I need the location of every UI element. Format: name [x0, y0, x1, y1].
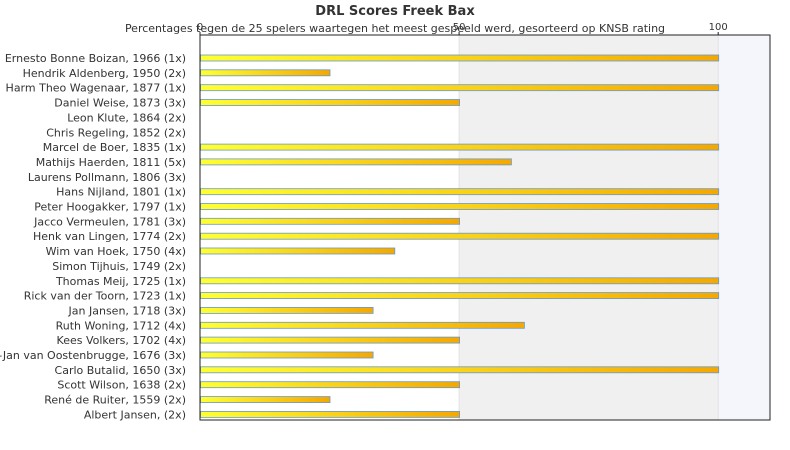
- band-0-50: [200, 35, 460, 420]
- category-label: Scott Wilson, 1638 (2x): [57, 379, 186, 392]
- bar-11: [200, 217, 461, 225]
- category-label: Ernesto Bonne Boizan, 1966 (1x): [5, 52, 186, 65]
- category-label: Hendrik Aldenberg, 1950 (2x): [23, 67, 186, 80]
- x-tick-label: 100: [709, 22, 728, 33]
- bar-9: [200, 188, 720, 196]
- y-axis-labels: Ernesto Bonne Boizan, 1966 (1x) Hendrik A…: [0, 52, 186, 421]
- category-label: Rick van der Toorn, 1723 (1x): [24, 290, 186, 303]
- category-label: Chris Regeling, 1852 (2x): [46, 126, 186, 139]
- band-50-100: [459, 35, 719, 420]
- bar-10: [200, 203, 720, 210]
- plot-border: [199, 34, 771, 421]
- category-label: Harm Theo Wagenaar, 1877 (1x): [6, 82, 186, 95]
- category-label: Daniel Weise, 1873 (3x): [54, 97, 186, 110]
- category-label: Hans Nijland, 1801 (1x): [56, 186, 186, 199]
- category-label: Ruth Woning, 1712 (4x): [56, 319, 186, 332]
- category-label: Simon Tijhuis, 1749 (2x): [52, 260, 186, 273]
- category-label: Laurens Pollmann, 1806 (3x): [28, 171, 186, 184]
- bar-16: [200, 292, 720, 300]
- bar-13: [200, 247, 396, 255]
- plot-background: [200, 35, 770, 420]
- bar-24: [200, 410, 461, 418]
- chart-title: DRL Scores Freek Bax: [315, 4, 475, 19]
- x-tick-label: 0: [197, 22, 203, 33]
- chart-subtitle: Percentages tegen de 25 spelers waartege…: [124, 22, 666, 35]
- category-label: Albert Jansen, (2x): [84, 408, 186, 421]
- bar-22: [200, 381, 461, 389]
- category-label: Wim van Hoek, 1750 (4x): [46, 245, 186, 258]
- x-axis-ticks: 0 50 100: [197, 22, 728, 35]
- bar-3: [200, 99, 461, 106]
- x-tick-label: 50: [453, 22, 466, 33]
- bar-21: [200, 366, 720, 374]
- bar-19: [200, 336, 461, 344]
- plot-frame: [199, 34, 771, 421]
- bar-23: [200, 396, 331, 404]
- category-label: Jacco Vermeulen, 1781 (3x): [33, 215, 186, 228]
- band-100-110: [718, 35, 770, 420]
- bar-2: [200, 84, 720, 92]
- bar-6: [200, 143, 720, 151]
- category-label: Jan Jansen, 1718 (3x): [68, 304, 186, 317]
- bar-15: [200, 277, 720, 285]
- category-label: Henk van Lingen, 1774 (2x): [33, 230, 186, 243]
- bar-7: [200, 158, 512, 166]
- category-label: Mathijs Haerden, 1811 (5x): [36, 156, 186, 169]
- bar-20: [200, 351, 374, 359]
- category-label: Thomas Meij, 1725 (1x): [55, 275, 186, 288]
- category-label: Leon Klute, 1864 (2x): [67, 111, 186, 124]
- bar-1: [200, 69, 331, 77]
- bar-12: [200, 232, 720, 240]
- category-label: Marcel de Boer, 1835 (1x): [43, 141, 186, 154]
- category-label: Gert-Jan van Oostenbrugge, 1676 (3x): [0, 349, 186, 362]
- bar-18: [200, 321, 525, 329]
- category-label: René de Ruiter, 1559 (2x): [44, 394, 186, 407]
- category-label: Carlo Butalid, 1650 (3x): [55, 364, 186, 377]
- category-label: Kees Volkers, 1702 (4x): [57, 334, 186, 347]
- bar-17: [200, 306, 374, 314]
- bar-0: [200, 54, 720, 62]
- category-label: Peter Hoogakker, 1797 (1x): [34, 201, 186, 214]
